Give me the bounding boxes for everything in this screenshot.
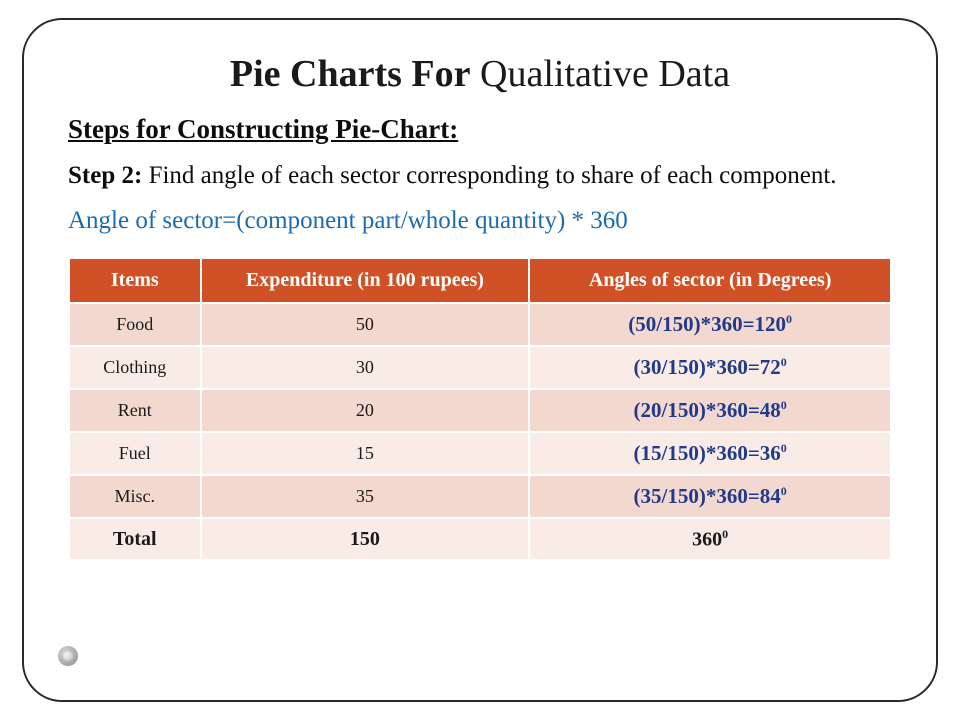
step-description: Step 2: Find angle of each sector corres… [68,159,892,193]
table-header-row: Items Expenditure (in 100 rupees) Angles… [69,258,891,303]
title-regular: Qualitative Data [471,53,731,95]
subtitle: Steps for Constructing Pie-Chart: [68,114,892,145]
expenditure-table: Items Expenditure (in 100 rupees) Angles… [68,257,892,562]
cell-angle: (15/150)*360=360 [529,432,891,475]
table-total-row: Total 150 3600 [69,518,891,561]
cell-value: 30 [201,346,530,389]
table-row: Misc. 35 (35/150)*360=840 [69,475,891,518]
table-row: Rent 20 (20/150)*360=480 [69,389,891,432]
cell-total-value: 150 [201,518,530,561]
bullet-icon [58,646,78,666]
step-label: Step 2: [68,162,142,189]
cell-total-angle: 3600 [529,518,891,561]
table-row: Food 50 (50/150)*360=1200 [69,303,891,346]
cell-angle: (20/150)*360=480 [529,389,891,432]
table-row: Fuel 15 (15/150)*360=360 [69,432,891,475]
th-items: Items [69,258,201,303]
cell-item: Misc. [69,475,201,518]
step-text: Find angle of each sector corresponding … [142,162,836,189]
title-bold: Pie Charts For [230,53,471,95]
cell-item: Food [69,303,201,346]
cell-angle: (30/150)*360=720 [529,346,891,389]
cell-value: 20 [201,389,530,432]
th-angles: Angles of sector (in Degrees) [529,258,891,303]
th-expenditure: Expenditure (in 100 rupees) [201,258,530,303]
cell-value: 15 [201,432,530,475]
cell-total-label: Total [69,518,201,561]
cell-item: Fuel [69,432,201,475]
page-title: Pie Charts For Qualitative Data [68,52,892,96]
slide-frame: Pie Charts For Qualitative Data Steps fo… [22,18,938,702]
cell-angle: (50/150)*360=1200 [529,303,891,346]
formula-text: Angle of sector=(component part/whole qu… [68,207,892,235]
cell-value: 35 [201,475,530,518]
cell-angle: (35/150)*360=840 [529,475,891,518]
cell-value: 50 [201,303,530,346]
cell-item: Rent [69,389,201,432]
cell-item: Clothing [69,346,201,389]
table-row: Clothing 30 (30/150)*360=720 [69,346,891,389]
